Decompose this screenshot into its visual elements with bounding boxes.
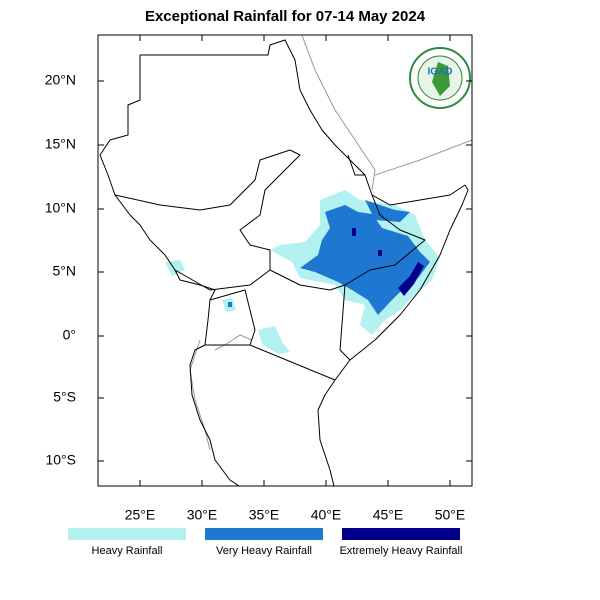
y-tick-label: 20°N [45,72,76,88]
logo-text: IGAD [428,67,453,78]
y-tick-label: 5°N [53,263,77,279]
axis-ticks: 25°E 30°E 35°E 40°E 45°E 50°E 20°N 15°N 10°N 5°N 0… [45,35,472,523]
logo: IGAD [409,47,471,109]
legend-swatch [342,528,460,540]
y-tick-label: 0° [63,327,76,343]
y-tick-label: 5°S [53,389,76,405]
x-tick-label: 50°E [435,507,466,523]
legend-label: Very Heavy Rainfall [216,545,312,557]
legend-swatch [205,528,323,540]
legend-label: Heavy Rainfall [92,545,163,557]
legend-swatch [68,528,186,540]
y-tick-label: 10°S [45,452,76,468]
legend-label: Extremely Heavy Rainfall [340,545,463,557]
x-tick-label: 30°E [187,507,218,523]
x-tick-label: 45°E [373,507,404,523]
rainfall [165,190,440,354]
x-tick-label: 25°E [125,507,156,523]
y-tick-label: 10°N [45,200,76,216]
legend: Heavy Rainfall Very Heavy Rainfall Extreme… [68,528,462,557]
map-frame [97,34,473,487]
x-tick-label: 35°E [249,507,280,523]
x-tick-label: 40°E [311,507,342,523]
map-title: Exceptional Rainfall for 07-14 May 2024 [145,8,426,25]
y-tick-label: 15°N [45,136,76,152]
